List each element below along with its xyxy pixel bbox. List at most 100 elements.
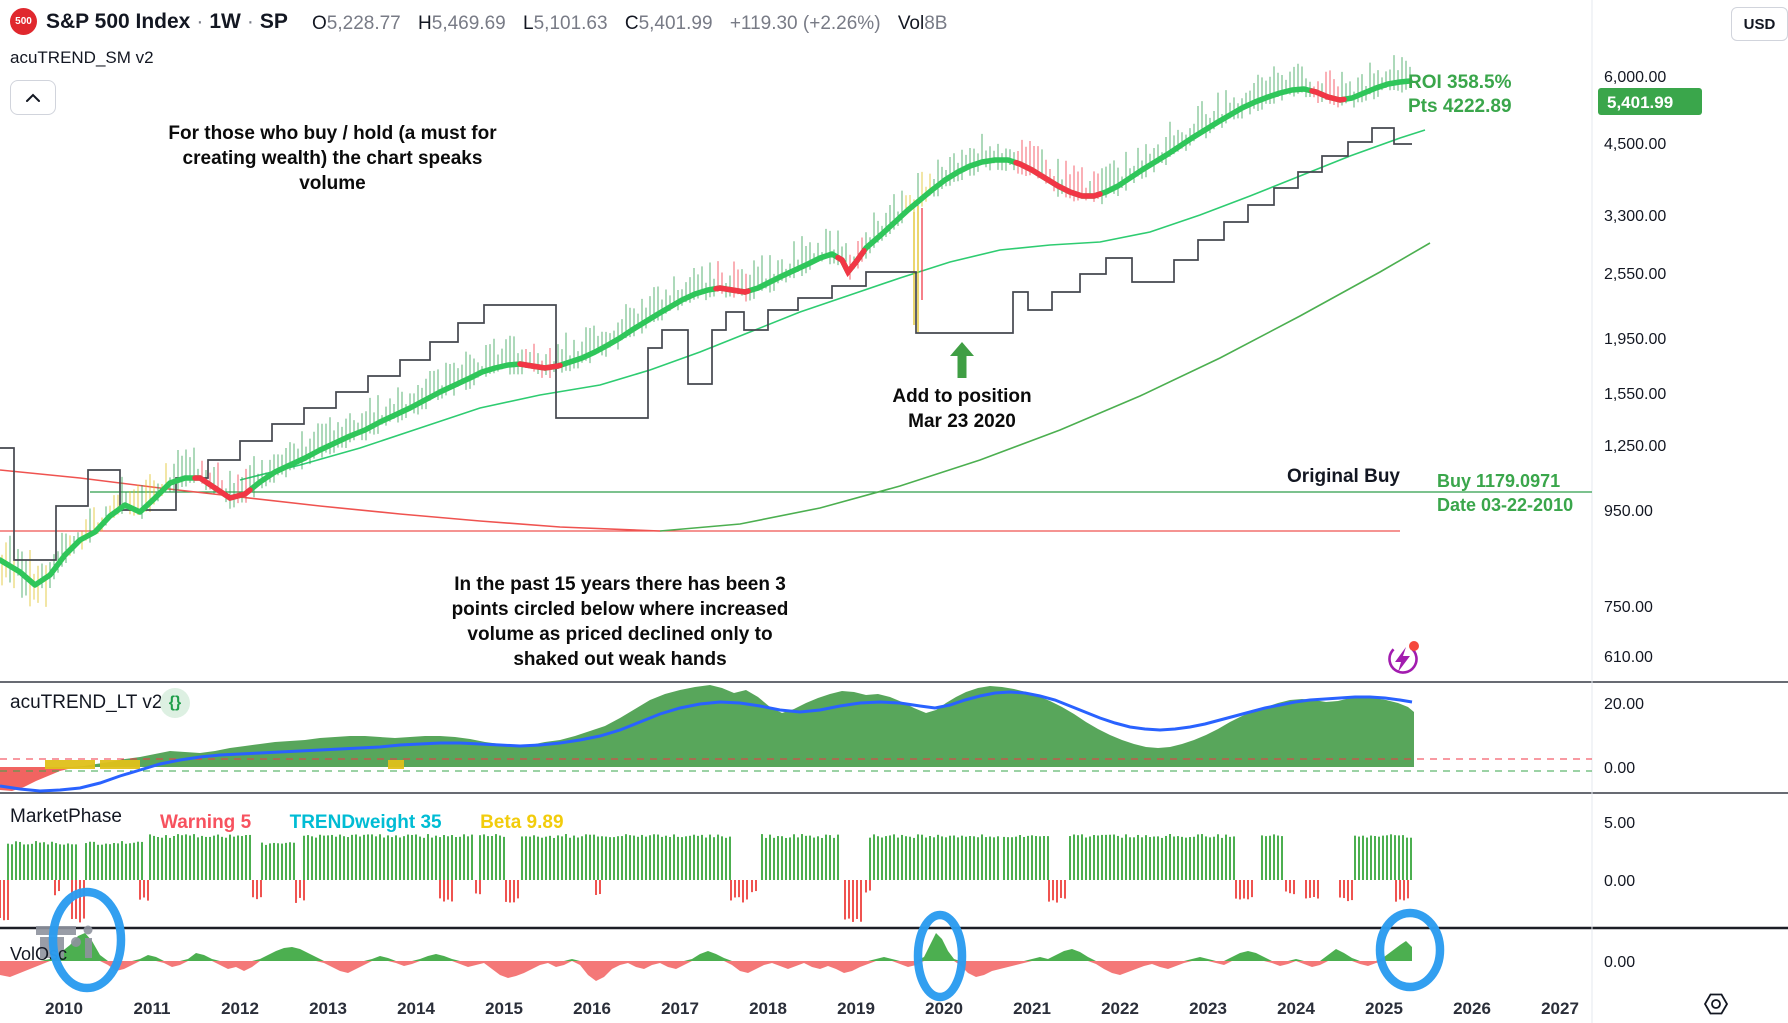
exchange-label[interactable]: SP <box>259 10 288 33</box>
legend-warning: Warning 5 <box>160 812 252 833</box>
signal-line-red-segment <box>1309 88 1347 103</box>
year-label[interactable]: 2026 <box>1453 999 1491 1018</box>
close-label: C <box>624 13 639 34</box>
annotation-line: creating wealth) the chart speaks volume <box>182 148 483 194</box>
interval-label[interactable]: 1W <box>209 10 241 33</box>
separator-dot: · <box>246 10 254 33</box>
signal-line <box>0 78 1413 588</box>
braces-glyph: {} <box>168 694 182 711</box>
open-value: 5,228.77 <box>326 13 401 34</box>
marketphase-legend: Warning 5 TRENDweight 35 Beta 9.89 <box>160 812 598 834</box>
indicator-title-volosc[interactable]: VolOsc <box>10 944 68 964</box>
indicator-title-acutrend-sm[interactable]: acuTREND_SM v2 <box>10 48 154 67</box>
currency-button[interactable]: USD <box>1731 7 1788 41</box>
volume-label: Vol <box>897 13 925 34</box>
chevron-up-icon <box>25 89 41 107</box>
indicator-title-acutrend-lt[interactable]: acuTREND_LT v2 <box>10 692 163 713</box>
last-price-tag <box>1598 88 1702 115</box>
annotation-volume-circles: In the past 15 years there has been 3 po… <box>420 572 820 672</box>
year-label[interactable]: 2013 <box>309 999 347 1018</box>
annotation-line: Add to position <box>892 386 1032 407</box>
vol-red-area <box>0 961 1412 981</box>
year-label[interactable]: 2021 <box>1013 999 1051 1018</box>
buy-price-label: Buy 1179.0971 <box>1437 471 1561 491</box>
annotation-line: volume as priced declined only to <box>467 624 773 645</box>
annotation-line: points circled below where increased <box>451 599 789 620</box>
year-label[interactable]: 2017 <box>661 999 699 1018</box>
high-value: 5,469.69 <box>431 13 506 34</box>
signal-line-red-segment <box>713 285 751 295</box>
signal-line-red-segment <box>835 248 867 278</box>
annotation-add-position: Add to position Mar 23 2020 <box>842 384 1082 434</box>
symbol-title-row[interactable]: S&P 500 Index · 1W · SP <box>46 10 288 34</box>
lt-area-green <box>0 685 1414 767</box>
open-label: O <box>312 13 327 34</box>
roi-label: ROI 358.5% <box>1408 72 1512 93</box>
roi-points-label: Pts 4222.89 <box>1408 96 1512 117</box>
year-label[interactable]: 2022 <box>1101 999 1139 1018</box>
year-label[interactable]: 2018 <box>749 999 787 1018</box>
lt-blue-line <box>0 690 1413 793</box>
slow-ma-red <box>0 469 661 532</box>
year-label[interactable]: 2020 <box>925 999 963 1018</box>
last-price-text: 5,401.99 <box>1607 93 1673 112</box>
indicator-title-marketphase[interactable]: MarketPhase <box>10 806 122 827</box>
wm-dot <box>83 925 93 935</box>
volume-value: 8B <box>924 13 948 34</box>
slow-ma-green <box>659 242 1431 532</box>
price-axis-label: 2,550.00 <box>1604 266 1666 283</box>
price-axis-label: 950.00 <box>1604 503 1653 520</box>
year-label[interactable]: 2025 <box>1365 999 1403 1018</box>
legend-beta: Beta 9.89 <box>480 812 564 833</box>
braces-icon[interactable]: {} <box>160 688 190 718</box>
year-label[interactable]: 2010 <box>45 999 83 1018</box>
price-axis-label: 1,250.00 <box>1604 438 1666 455</box>
price-axis-label: 750.00 <box>1604 599 1653 616</box>
change-value: +119.30 (+2.26%) <box>729 13 881 34</box>
mp-axis-label: 0.00 <box>1604 873 1635 890</box>
low-label: L <box>523 13 534 34</box>
timezone-settings-icon[interactable] <box>1703 993 1729 1015</box>
year-label[interactable]: 2012 <box>221 999 259 1018</box>
price-axis-label: 3,300.00 <box>1604 208 1666 225</box>
year-label[interactable]: 2016 <box>573 999 611 1018</box>
lt-yellow-strip <box>388 760 404 769</box>
trailing-stop-line <box>0 127 1412 561</box>
signal-line-red-segment <box>1013 159 1103 199</box>
collapse-pane-button[interactable] <box>10 80 56 115</box>
year-label[interactable]: 2015 <box>485 999 523 1018</box>
year-label[interactable]: 2023 <box>1189 999 1227 1018</box>
price-axis-label: 6,000.00 <box>1604 69 1666 86</box>
hexagon-dot <box>1711 999 1721 1009</box>
year-label[interactable]: 2014 <box>397 999 435 1018</box>
annotation-line: Mar 23 2020 <box>908 411 1016 432</box>
wm-bar <box>36 926 76 935</box>
lt-axis-label: 20.00 <box>1604 696 1644 713</box>
ohlc-row: O5,228.77 H5,469.69 L5,101.63 C5,401.99 … <box>312 13 947 35</box>
wm-dot <box>71 937 81 947</box>
annotation-line: shaked out weak hands <box>513 649 727 670</box>
buy-date-label: Date 03-22-2010 <box>1437 495 1574 515</box>
signal-line-red-segment <box>517 361 563 371</box>
year-label[interactable]: 2024 <box>1277 999 1315 1018</box>
wm-bar <box>85 938 92 958</box>
marketphase-green-bars <box>7 834 1412 880</box>
price-axis-label: 1,950.00 <box>1604 331 1666 348</box>
fast-ma <box>239 129 1426 481</box>
lt-yellow-strip <box>45 760 95 769</box>
signal-line-red-segment <box>192 475 253 501</box>
vol-green-area <box>0 933 1412 961</box>
vol-axis-label: 0.00 <box>1604 954 1635 971</box>
sp500-badge-icon: 500 <box>10 8 37 35</box>
year-label[interactable]: 2027 <box>1541 999 1579 1018</box>
symbol-name[interactable]: S&P 500 Index <box>46 10 191 33</box>
lt-axis-label: 0.00 <box>1604 760 1635 777</box>
year-label[interactable]: 2011 <box>134 999 171 1018</box>
price-axis-label: 1,550.00 <box>1604 386 1666 403</box>
annotation-line: In the past 15 years there has been 3 <box>454 574 786 595</box>
year-label[interactable]: 2019 <box>837 999 875 1018</box>
original-buy-label: Original Buy <box>1287 466 1400 487</box>
high-label: H <box>418 13 432 34</box>
